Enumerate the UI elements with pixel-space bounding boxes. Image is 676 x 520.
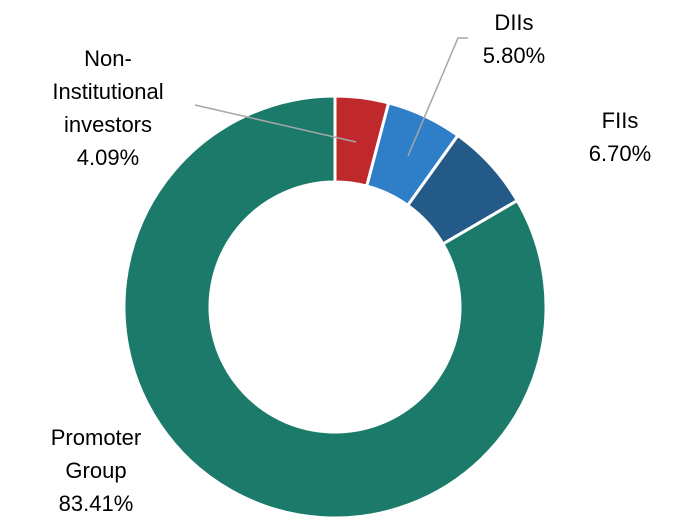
donut-slice — [122, 94, 548, 517]
value-label: 4.09% — [76, 145, 140, 170]
leader-line — [194, 104, 357, 143]
category-name: Promoter Group — [50, 425, 142, 483]
slice-label: Non- Institutional investors 4.09% — [52, 42, 163, 174]
value-label: 5.80% — [482, 43, 546, 68]
slice-label: Promoter Group 83.41% — [51, 421, 141, 520]
category-name: Non- Institutional investors — [52, 46, 164, 137]
value-label: 6.70% — [588, 141, 652, 166]
slice-label: DIIs 5.80% — [483, 6, 545, 72]
slice-label: FIIs 6.70% — [589, 104, 651, 170]
leader-line — [407, 37, 468, 157]
category-name: DIIs — [494, 10, 534, 35]
category-name: FIIs — [601, 108, 639, 133]
value-label: 83.41% — [58, 491, 134, 516]
